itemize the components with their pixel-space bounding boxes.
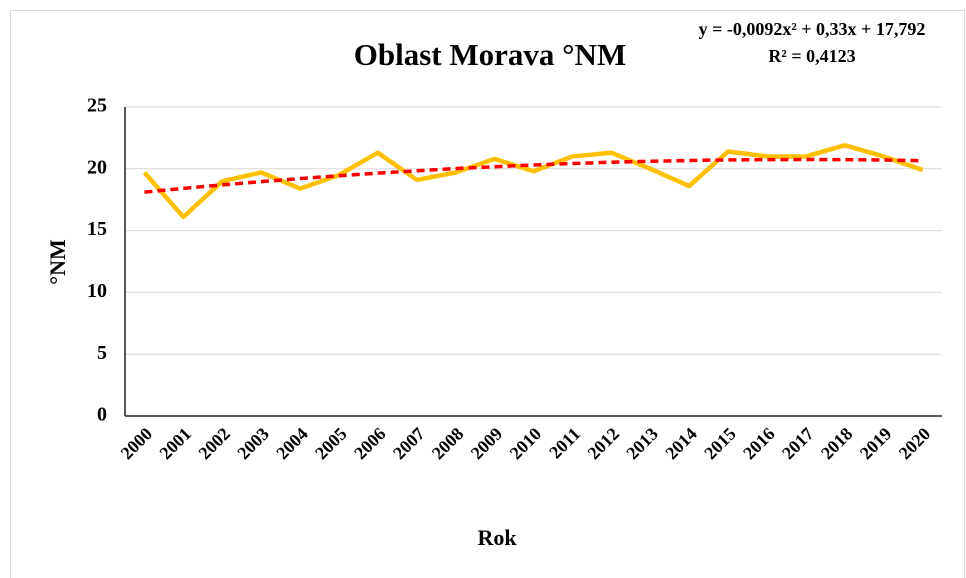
y-tick-label: 5 — [97, 342, 107, 364]
trend-line — [144, 157, 923, 194]
y-tick-label: 20 — [87, 156, 107, 178]
y-axis-label: °NM — [45, 239, 70, 285]
data-line — [142, 143, 924, 220]
trend-r2: R² = 0,4123 — [768, 46, 855, 66]
y-tick-label: 25 — [87, 95, 107, 117]
y-tick-label: 15 — [87, 218, 107, 240]
y-tick-label: 10 — [87, 280, 107, 302]
y-tick-label: 0 — [97, 404, 107, 426]
trend-equation: y = -0,0092x² + 0,33x + 17,792 — [699, 19, 926, 39]
x-axis-label: Rok — [477, 525, 517, 550]
chart-title: Oblast Morava °NM — [354, 37, 626, 72]
chart-frame — [10, 10, 965, 578]
